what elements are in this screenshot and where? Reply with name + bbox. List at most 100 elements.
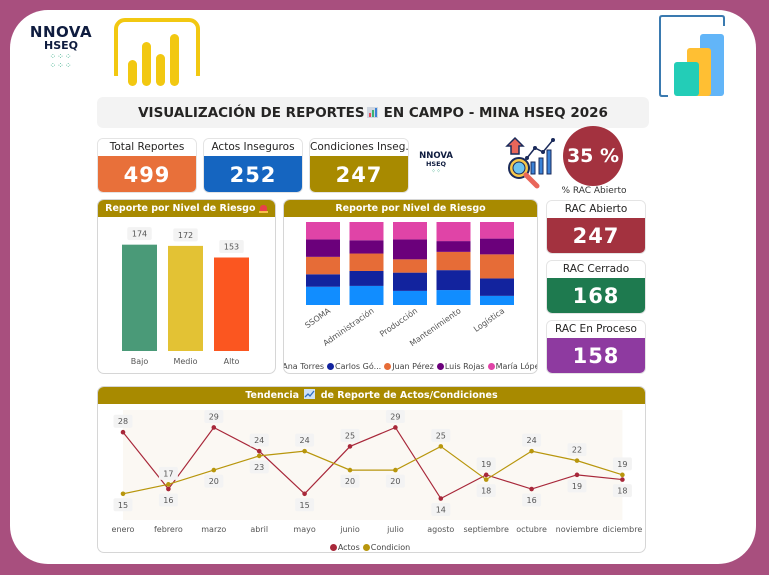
data-label: 18 bbox=[481, 487, 491, 496]
stack-segment bbox=[436, 241, 471, 252]
x-tick-label: julio bbox=[386, 525, 404, 534]
data-label: 172 bbox=[178, 231, 193, 240]
x-tick-label: mayo bbox=[293, 525, 315, 534]
data-point bbox=[529, 486, 534, 492]
legend-label: Ana Torres bbox=[283, 362, 325, 371]
data-label-bg bbox=[127, 227, 152, 241]
legend-dot-icon bbox=[362, 544, 370, 551]
stack-segment bbox=[480, 254, 514, 279]
rac-abierto-percent-badge: 35 % bbox=[563, 126, 623, 186]
legend-item[interactable]: Condicion bbox=[362, 542, 410, 552]
risk-by-area-stacked-chart-panel: Reporte por Nivel de Riesgo SSOMA Adminis… bbox=[283, 199, 538, 374]
x-tick-label: junio bbox=[339, 525, 360, 534]
data-label: 15 bbox=[300, 501, 310, 510]
stack-segment bbox=[480, 278, 514, 296]
data-label-bg bbox=[113, 414, 133, 428]
x-tick-label: septiembre bbox=[464, 525, 509, 534]
data-label: 24 bbox=[527, 436, 537, 445]
stack-segment bbox=[436, 251, 471, 271]
stack-segment bbox=[436, 270, 471, 291]
data-point bbox=[166, 486, 171, 492]
bar-chart-emoji-icon bbox=[366, 107, 378, 118]
rac-abierto-card: RAC Abierto 247 bbox=[546, 200, 646, 254]
stack-segment bbox=[306, 256, 340, 275]
legend-item[interactable]: Actos bbox=[329, 542, 360, 552]
small-logo-line2: HSEQ bbox=[425, 160, 447, 168]
data-point bbox=[256, 453, 262, 459]
data-point bbox=[620, 472, 625, 478]
x-tick-label: agosto bbox=[427, 525, 454, 534]
kpi-label: Total Reportes bbox=[98, 139, 196, 156]
stack-segment bbox=[306, 239, 340, 257]
data-point bbox=[166, 482, 171, 487]
data-label: 20 bbox=[390, 477, 400, 486]
legend-item[interactable]: Carlos Gó... bbox=[327, 361, 381, 373]
nnova-hseq-small-logo: NNOVA HSEQ ⁘⁘ bbox=[414, 152, 458, 176]
stack-segment bbox=[393, 272, 427, 291]
kpi-value: 499 bbox=[98, 156, 196, 192]
data-label-bg bbox=[431, 428, 451, 442]
data-label-bg bbox=[476, 484, 496, 498]
data-point bbox=[211, 467, 217, 473]
stack-segment bbox=[306, 222, 340, 240]
data-point bbox=[574, 472, 580, 478]
rac-value: 158 bbox=[547, 338, 645, 373]
data-label-bg bbox=[295, 433, 315, 447]
stack-segment bbox=[480, 238, 514, 255]
kpi-actos-inseguros: Actos Inseguros 252 bbox=[203, 138, 303, 193]
data-label-bg bbox=[522, 493, 542, 507]
data-label: 15 bbox=[118, 501, 128, 510]
x-tick-label: diciembre bbox=[603, 525, 643, 534]
x-tick-label: octubre bbox=[516, 525, 547, 534]
data-label: 28 bbox=[118, 417, 128, 426]
data-label-bg bbox=[385, 409, 405, 423]
chart-title-suffix: de Reporte de Actos/Condiciones bbox=[320, 390, 498, 401]
x-tick-label: Alto bbox=[224, 357, 240, 366]
legend-item[interactable]: Luis Rojas bbox=[436, 361, 485, 373]
x-tick-label: Logística bbox=[472, 306, 506, 334]
data-point bbox=[256, 448, 262, 454]
legend-item[interactable]: Ana Torres bbox=[283, 361, 325, 373]
stack-segment bbox=[393, 239, 427, 260]
legend-item[interactable]: Juan Pérez bbox=[384, 361, 434, 373]
stack-segment bbox=[436, 290, 471, 305]
x-tick-label: febrero bbox=[154, 525, 183, 534]
legend-item[interactable]: María López bbox=[487, 361, 537, 373]
data-point bbox=[529, 448, 534, 454]
x-tick-label: SSOMA bbox=[303, 306, 332, 330]
stack-segment bbox=[393, 290, 427, 305]
data-label: 29 bbox=[209, 412, 219, 421]
chart-title: Tendencia de Reporte de Actos/Condicione… bbox=[98, 387, 645, 404]
plot-area bbox=[123, 410, 623, 520]
data-label-bg bbox=[295, 498, 315, 512]
data-label-bg bbox=[158, 466, 178, 480]
data-label-bg bbox=[219, 240, 244, 253]
data-label-bg bbox=[385, 474, 405, 488]
page-title-part2: EN CAMPO - MINA HSEQ 2026 bbox=[383, 104, 608, 121]
risk-level-bar-chart-panel: Reporte por Nivel de Riesgo 174 Bajo 172 Me… bbox=[97, 199, 276, 374]
chart-title-text: Reporte por Nivel de Riesgo bbox=[105, 203, 256, 214]
data-label-bg bbox=[567, 443, 587, 457]
power-bi-icon bbox=[112, 18, 202, 90]
data-point bbox=[393, 425, 398, 430]
rac-en-proceso-card: RAC En Proceso 158 bbox=[546, 320, 646, 374]
data-label: 22 bbox=[572, 446, 582, 455]
data-label: 29 bbox=[390, 412, 400, 421]
bar-chart-app-icon bbox=[659, 15, 725, 97]
stack-segment bbox=[349, 240, 384, 254]
data-label: 17 bbox=[163, 469, 173, 478]
chart-title-text: Tendencia bbox=[245, 390, 300, 401]
stacked-chart-legend: Ana Torres Carlos Gó... Juan Pérez Luis Roj… bbox=[284, 361, 537, 373]
stack-segment bbox=[436, 222, 471, 242]
stack-segment bbox=[306, 274, 340, 287]
trend-chart-icon bbox=[304, 389, 316, 399]
data-label: 25 bbox=[436, 431, 446, 440]
legend-dot-icon bbox=[327, 363, 335, 370]
data-label: 14 bbox=[436, 506, 446, 515]
bar-bajo bbox=[122, 244, 157, 351]
legend-label: Luis Rojas bbox=[444, 362, 485, 371]
data-label-bg bbox=[476, 457, 496, 471]
x-tick-label: enero bbox=[112, 525, 135, 534]
data-point bbox=[347, 467, 353, 473]
